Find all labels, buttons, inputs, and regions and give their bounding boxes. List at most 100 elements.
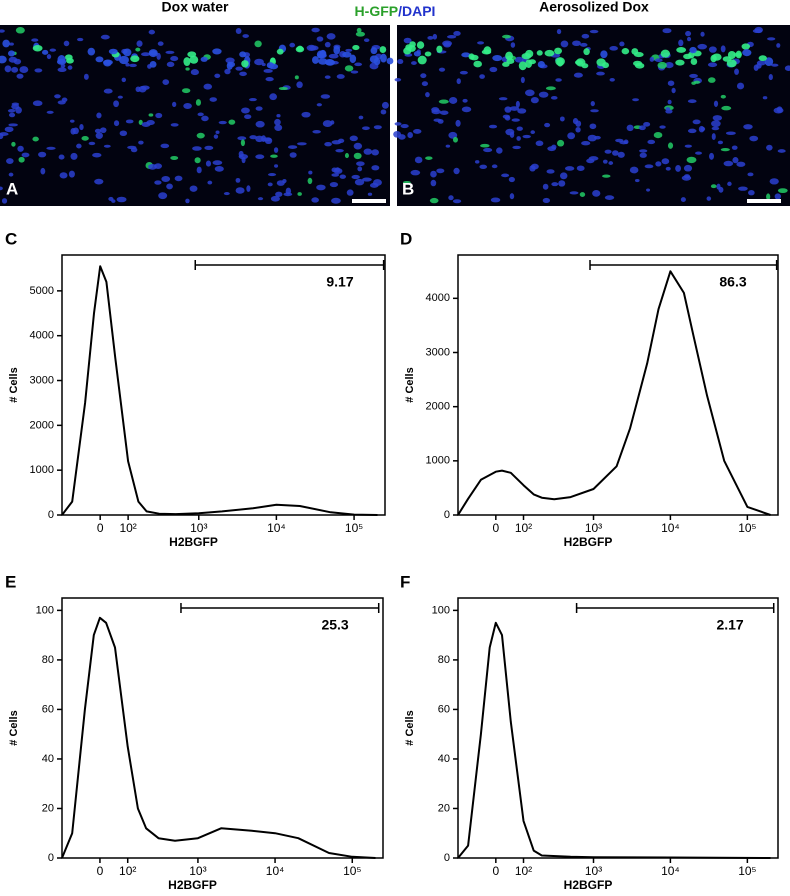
nucleus	[572, 117, 579, 125]
x-tick-label: 10⁴	[661, 864, 680, 878]
image-title: Aerosolized Dox	[539, 0, 649, 15]
nucleus	[580, 42, 588, 47]
nucleus	[324, 75, 331, 79]
nucleus	[559, 116, 565, 122]
nucleus	[13, 58, 22, 65]
x-tick-label: 10⁵	[738, 864, 756, 878]
nucleus	[235, 187, 245, 194]
nucleus	[657, 61, 667, 69]
nucleus	[345, 48, 353, 52]
nucleus	[6, 158, 14, 165]
nucleus	[138, 119, 143, 125]
nucleus	[161, 176, 171, 182]
gate-percent: 9.17	[326, 274, 353, 290]
nucleus	[238, 150, 244, 158]
nucleus	[723, 160, 734, 167]
nucleus	[63, 40, 70, 47]
nucleus	[443, 42, 452, 48]
x-tick-label: 0	[492, 521, 499, 535]
nucleus	[309, 45, 319, 51]
nucleus	[119, 130, 128, 137]
nucleus	[8, 172, 14, 177]
nucleus	[509, 193, 515, 200]
nucleus	[148, 49, 158, 58]
nucleus	[502, 61, 510, 67]
nucleus	[195, 99, 202, 106]
nucleus	[633, 60, 643, 67]
nucleus	[698, 125, 705, 133]
nucleus	[328, 53, 339, 59]
nucleus	[473, 60, 482, 68]
nucleus	[270, 154, 278, 158]
panel-label: B	[402, 179, 414, 198]
nucleus	[581, 33, 590, 39]
y-tick-label: 60	[438, 703, 450, 715]
nucleus	[647, 139, 656, 145]
x-tick-label: 10²	[119, 864, 136, 878]
nucleus	[353, 142, 363, 150]
nucleus	[557, 139, 565, 147]
nucleus	[720, 94, 726, 99]
caption-blue: /DAPI	[398, 3, 435, 19]
nucleus	[57, 67, 67, 73]
nucleus	[727, 181, 732, 187]
nucleus	[665, 109, 673, 114]
nucleus	[530, 96, 539, 104]
nucleus	[276, 180, 285, 186]
nucleus	[498, 97, 508, 101]
nucleus	[223, 192, 230, 196]
nucleus	[335, 148, 344, 153]
nucleus	[713, 100, 719, 107]
nucleus	[228, 119, 236, 125]
nucleus	[511, 118, 520, 122]
nucleus	[363, 148, 373, 155]
nucleus	[103, 88, 113, 94]
nucleus	[308, 170, 313, 175]
nucleus	[189, 185, 198, 192]
y-tick-label: 3000	[426, 346, 450, 358]
nucleus	[768, 73, 773, 81]
nucleus	[575, 126, 581, 133]
nucleus	[123, 48, 132, 57]
nucleus	[18, 156, 25, 163]
nucleus	[224, 68, 231, 75]
nucleus	[453, 31, 461, 36]
nucleus	[241, 156, 246, 164]
nucleus	[612, 150, 619, 156]
y-tick-label: 4000	[426, 292, 450, 304]
nucleus	[589, 123, 597, 130]
nucleus	[707, 62, 718, 68]
nucleus	[437, 119, 444, 124]
nucleus	[235, 27, 242, 35]
nucleus	[358, 115, 364, 120]
nucleus	[446, 35, 457, 39]
nucleus	[261, 62, 266, 67]
nucleus	[413, 50, 421, 57]
nucleus	[544, 49, 555, 57]
nucleus	[639, 149, 648, 153]
nucleus	[113, 100, 119, 108]
nucleus	[736, 82, 745, 90]
nucleus	[632, 98, 639, 102]
nucleus	[113, 120, 120, 127]
nucleus	[609, 46, 618, 51]
nucleus	[19, 66, 29, 74]
panel-label: E	[5, 572, 16, 591]
nucleus	[655, 161, 662, 167]
nucleus	[623, 139, 629, 145]
nucleus	[294, 75, 299, 80]
y-tick-label: 100	[432, 604, 450, 616]
nucleus	[79, 124, 84, 131]
histogram-line	[61, 616, 376, 859]
nucleus	[67, 65, 73, 70]
y-tick-label: 80	[42, 654, 54, 666]
nucleus	[748, 190, 755, 196]
nucleus	[135, 47, 141, 52]
y-axis-label: # Cells	[8, 367, 20, 402]
nucleus	[246, 185, 251, 192]
nucleus	[339, 174, 347, 179]
micrograph-a	[0, 25, 390, 206]
nucleus	[479, 74, 485, 79]
nucleus	[235, 66, 243, 71]
nucleus	[261, 135, 267, 142]
